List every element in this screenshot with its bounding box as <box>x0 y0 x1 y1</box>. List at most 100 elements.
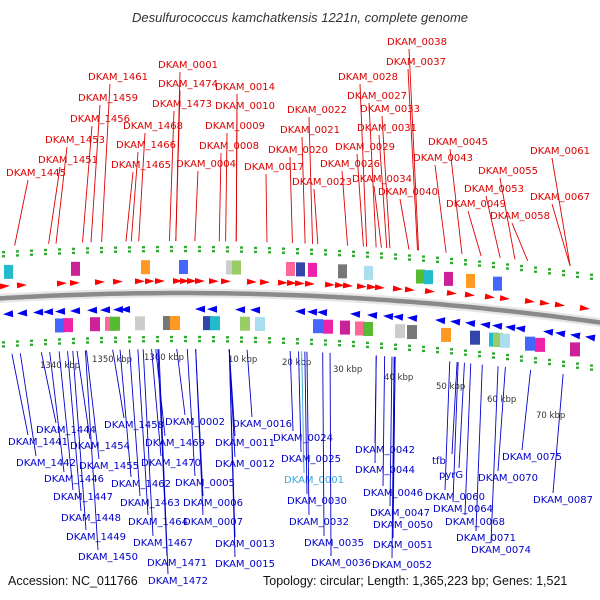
gene-label: DKAM_0033 <box>360 104 420 115</box>
tick-dot <box>352 340 355 344</box>
gene-label: DKAM_1455 <box>79 461 139 472</box>
gene-label: DKAM_0055 <box>478 166 538 177</box>
tick-dot <box>16 344 19 347</box>
tick-dot <box>30 249 33 252</box>
tick-dot <box>16 250 19 253</box>
tick-dot <box>296 338 299 341</box>
tick-dot <box>128 250 131 253</box>
tick-dot <box>548 358 551 362</box>
gene-label: DKAM_1441 <box>8 437 68 448</box>
reverse-gene-arrow <box>515 325 526 333</box>
feature-block <box>296 262 305 277</box>
forward-gene-arrow <box>366 283 377 290</box>
tick-dot <box>548 362 551 366</box>
forward-gene-arrow <box>424 288 435 294</box>
tick-dot <box>198 245 201 249</box>
scale-label: 10 kbp <box>228 355 257 365</box>
tick-dot <box>366 345 369 349</box>
reverse-gene-arrow <box>367 312 378 319</box>
leader-line <box>434 164 447 253</box>
tick-dot <box>380 342 383 345</box>
forward-gene-arrow <box>277 279 288 286</box>
forward-gene-arrow <box>187 278 197 284</box>
reverse-gene-arrow <box>17 309 28 317</box>
leader-line <box>451 362 458 455</box>
tick-dot <box>198 339 201 343</box>
gene-label: DKAM_0015 <box>215 559 275 570</box>
leader-line <box>308 116 313 244</box>
tick-dot <box>590 364 593 367</box>
forward-gene-arrow <box>16 282 27 289</box>
gene-label: DKAM_1447 <box>53 492 113 503</box>
tick-dot <box>212 245 215 249</box>
leader-line <box>58 351 74 491</box>
gene-label: DKAM_1467 <box>133 538 193 549</box>
tick-dot <box>72 247 75 251</box>
leader-line <box>138 132 146 242</box>
tick-dot <box>380 256 383 259</box>
gene-label: DKAM_0011 <box>215 438 275 449</box>
gene-label: DKAM_0061 <box>530 146 590 157</box>
tick-dot <box>72 341 75 345</box>
leader-line <box>90 104 101 243</box>
tick-dot <box>324 343 327 346</box>
tick-dot <box>240 246 243 249</box>
forward-gene-arrow <box>286 279 297 286</box>
reverse-gene-arrow <box>383 313 394 321</box>
gene-label: DKAM_0006 <box>183 498 243 509</box>
feature-block <box>170 316 180 331</box>
tick-dot <box>268 341 271 344</box>
gene-label: DKAM_0042 <box>355 445 415 456</box>
feature-block <box>226 260 235 275</box>
forward-gene-arrow <box>464 291 475 298</box>
genome-backbone <box>0 290 600 325</box>
reverse-gene-arrow <box>100 306 111 314</box>
forward-gene-arrow <box>446 289 457 296</box>
leader-line <box>497 366 506 472</box>
gene-label: DKAM_0023 <box>292 177 352 188</box>
tick-dot <box>324 253 327 256</box>
tick-dot <box>394 347 397 350</box>
forward-gene-arrow <box>0 283 10 290</box>
leader-line <box>19 353 37 457</box>
leader-line <box>356 153 364 247</box>
forward-gene-arrow <box>173 278 183 284</box>
tick-dot <box>436 346 439 350</box>
feature-block <box>395 324 405 339</box>
gene-label: tfb <box>432 456 446 467</box>
tick-dot <box>338 253 341 257</box>
tick-dot <box>30 339 33 343</box>
gene-label: DKAM_1465 <box>111 160 171 171</box>
tick-dot <box>86 251 89 254</box>
gene-label: DKAM_0074 <box>471 545 531 556</box>
tick-dot <box>408 348 411 352</box>
tick-dot <box>492 356 495 359</box>
reverse-gene-arrow <box>295 308 306 316</box>
feature-block <box>355 321 365 336</box>
tick-dot <box>212 339 215 343</box>
feature-block <box>340 320 350 335</box>
scale-label: 1350 kbp <box>92 355 132 365</box>
tick-dot <box>240 250 243 253</box>
forward-gene-arrow <box>294 280 305 287</box>
feature-block <box>135 316 145 331</box>
tick-dot <box>520 359 523 362</box>
figure-title: Desulfurococcus kamchatkensis 1221n, com… <box>131 10 468 25</box>
tick-dot <box>534 270 537 273</box>
tick-dot <box>450 348 453 351</box>
leader-line <box>452 362 459 503</box>
leader-line <box>86 350 100 460</box>
leader-line <box>40 352 57 424</box>
leader-line <box>552 373 564 494</box>
feature-block <box>255 317 265 332</box>
feature-block <box>110 316 120 331</box>
reverse-gene-arrow <box>317 309 328 317</box>
tick-dot <box>366 251 369 254</box>
tick-dot <box>268 247 271 250</box>
tick-dot <box>142 340 145 343</box>
gene-label: DKAM_1451 <box>38 155 98 166</box>
tick-dot <box>114 250 117 253</box>
forward-gene-arrow <box>554 301 565 308</box>
feature-block <box>63 318 73 333</box>
forward-gene-arrow <box>69 280 80 286</box>
